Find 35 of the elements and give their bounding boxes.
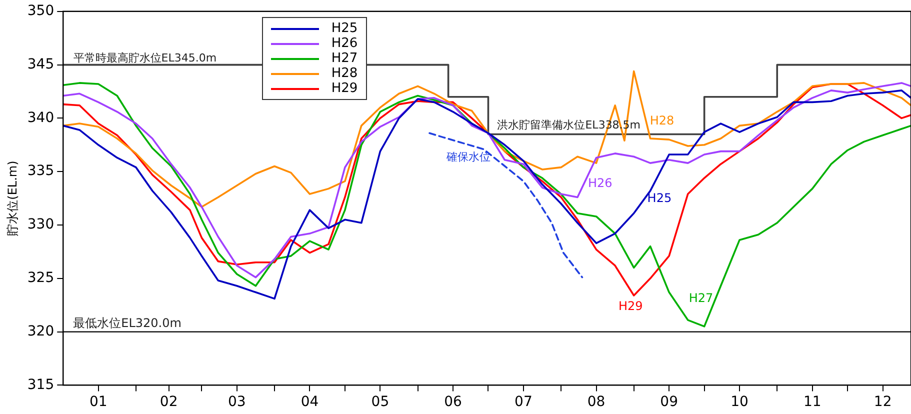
y-tick-label: 330	[27, 216, 54, 233]
ref-line-label: 最低水位EL320.0m	[73, 316, 182, 330]
annotation: 確保水位	[445, 150, 490, 164]
text: H27	[688, 290, 714, 305]
y-tick-label: 325	[27, 270, 54, 286]
y-tick-label: 315	[27, 376, 54, 393]
y-tick-label: 350	[27, 3, 54, 20]
y-tick-label: 335	[27, 163, 54, 180]
legend-label: H26	[331, 36, 358, 52]
line-series	[428, 132, 584, 278]
x-tick-label: 01	[89, 394, 108, 410]
x-tick-label: 06	[444, 394, 462, 410]
x-tick-label: 02	[160, 394, 178, 410]
legend-label: H27	[331, 51, 358, 66]
y-tick-label: 340	[27, 110, 54, 126]
x-tick-label: 08	[587, 394, 606, 410]
text: H29	[618, 298, 643, 313]
x-tick-label: 10	[730, 394, 748, 410]
annotation: 平常時最高貯水位EL345.0m	[73, 51, 217, 64]
x-tick-label: 12	[874, 394, 892, 410]
x-tick-label: 11	[803, 394, 822, 410]
x-tick-label: 05	[371, 394, 390, 410]
y-tick-label: 320	[27, 323, 54, 340]
x-tick-label: 07	[514, 394, 532, 410]
text: H28	[650, 113, 674, 128]
text: H26	[588, 176, 612, 190]
y-tick-label: 345	[27, 56, 54, 72]
legend-label: H25	[331, 21, 358, 36]
legend-label: H29	[331, 81, 358, 96]
x-tick-label: 04	[300, 394, 319, 410]
y-axis-title: 貯水位(EL.m)	[5, 160, 20, 236]
legend-label: H28	[331, 66, 358, 82]
x-tick-label: 09	[660, 394, 678, 410]
x-tick-label: 03	[228, 394, 246, 410]
text: H25	[647, 190, 672, 205]
